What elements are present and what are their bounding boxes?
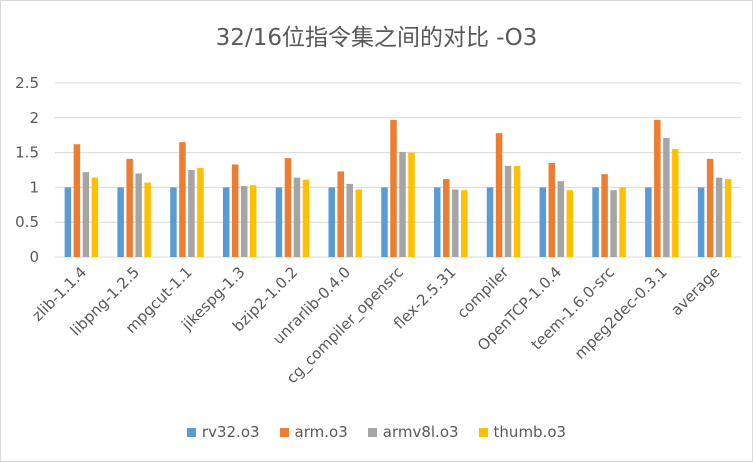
bar-armv8l-o3 [188,170,195,257]
bar-arm-o3 [284,158,292,257]
bar-armv8l-o3 [240,186,248,257]
legend-label: armv8l.o3 [382,423,459,441]
x-tick-label: mpeg2dec-0.3.1 [571,263,671,363]
bar-arm-o3 [654,119,661,257]
bar-rv32-o3 [645,187,652,257]
bar-arm-o3 [179,142,186,257]
legend-swatch [367,427,377,437]
legend: rv32.o3 arm.o3 armv8l.o3 thumb.o3 [1,423,752,441]
bar-armv8l-o3 [293,177,301,257]
chart-title: 32/16位指令集之间的对比 -O3 [215,25,538,51]
bar-armv8l-o3 [346,183,353,257]
bar-thumb-o3 [408,152,415,257]
bar-thumb-o3 [302,179,310,257]
bar-armv8l-o3 [715,177,723,257]
bar-arm-o3 [548,163,556,257]
bar-armv8l-o3 [82,172,90,257]
legend-label: rv32.o3 [201,423,260,441]
legend-swatch [478,427,488,437]
bar-thumb-o3 [461,190,468,257]
bar-armv8l-o3 [663,137,670,257]
y-tick-label: 2 [29,109,39,127]
legend-item: armv8l.o3 [367,423,459,441]
bar-rv32-o3 [592,187,599,257]
y-tick-label: 1.5 [15,144,39,162]
legend-swatch [186,427,196,437]
bar-arm-o3 [126,158,133,257]
y-tick-label: 2.5 [15,74,39,92]
y-tick-label: 1 [29,178,39,196]
bar-arm-o3 [706,158,714,257]
bar-thumb-o3 [249,185,257,257]
plot-area: 00.511.522.5zlib-1.1.4libpng-1.2.5mpgcut… [15,74,741,388]
bar-rv32-o3 [539,187,547,257]
bar-armv8l-o3 [610,190,617,257]
bar-arm-o3 [601,174,608,257]
x-tick-label: average [667,263,723,319]
bar-rv32-o3 [275,187,283,257]
bar-thumb-o3 [619,187,626,257]
bar-rv32-o3 [486,187,494,257]
bar-thumb-o3 [197,167,204,257]
bar-arm-o3 [231,164,239,257]
bar-thumb-o3 [144,182,151,257]
bar-thumb-o3 [91,177,99,257]
bar-rv32-o3 [117,187,124,257]
legend-label: thumb.o3 [493,423,567,441]
y-tick-label: 0.5 [15,213,39,231]
bar-rv32-o3 [328,187,335,257]
bar-thumb-o3 [513,165,521,257]
bar-arm-o3 [390,119,397,257]
bar-rv32-o3 [170,187,177,257]
bar-rv32-o3 [697,187,705,257]
bar-thumb-o3 [724,179,732,257]
bar-thumb-o3 [355,189,362,257]
bar-armv8l-o3 [557,181,565,257]
bar-armv8l-o3 [504,165,512,257]
bar-armv8l-o3 [452,189,459,257]
legend-swatch [279,427,289,437]
bar-rv32-o3 [381,187,388,257]
bar-arm-o3 [443,179,450,257]
bar-rv32-o3 [434,187,441,257]
legend-label: arm.o3 [294,423,348,441]
bar-thumb-o3 [566,190,574,257]
bar-armv8l-o3 [399,151,406,257]
bar-arm-o3 [337,171,344,257]
bar-rv32-o3 [222,187,230,257]
bar-arm-o3 [73,144,81,257]
bar-thumb-o3 [672,149,679,257]
legend-item: thumb.o3 [478,423,567,441]
bar-armv8l-o3 [135,173,142,257]
bar-arm-o3 [495,133,503,257]
y-tick-label: 0 [29,248,39,266]
legend-item: rv32.o3 [186,423,260,441]
legend-item: arm.o3 [279,423,348,441]
bar-rv32-o3 [64,187,72,257]
